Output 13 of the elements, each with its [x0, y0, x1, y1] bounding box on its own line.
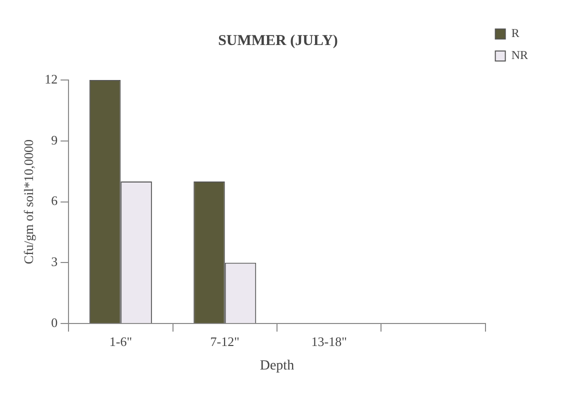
- x-tick-label: 7-12": [210, 334, 240, 349]
- x-axis-title: Depth: [260, 358, 294, 374]
- y-tick-label: 9: [51, 132, 58, 148]
- y-tick-label: 0: [51, 315, 58, 330]
- legend-label: NR: [511, 48, 528, 62]
- y-axis-title: Cfu/gm of soil*10,0000: [21, 140, 36, 264]
- y-tick-label: 3: [51, 254, 58, 270]
- x-tick-label: 1-6": [109, 334, 132, 349]
- legend-label: R: [511, 26, 520, 40]
- chart-title: SUMMER (JULY): [218, 32, 338, 49]
- y-tick-label: 6: [51, 193, 58, 208]
- y-tick-label: 12: [44, 71, 58, 86]
- x-tick-label: 13-18": [311, 334, 347, 349]
